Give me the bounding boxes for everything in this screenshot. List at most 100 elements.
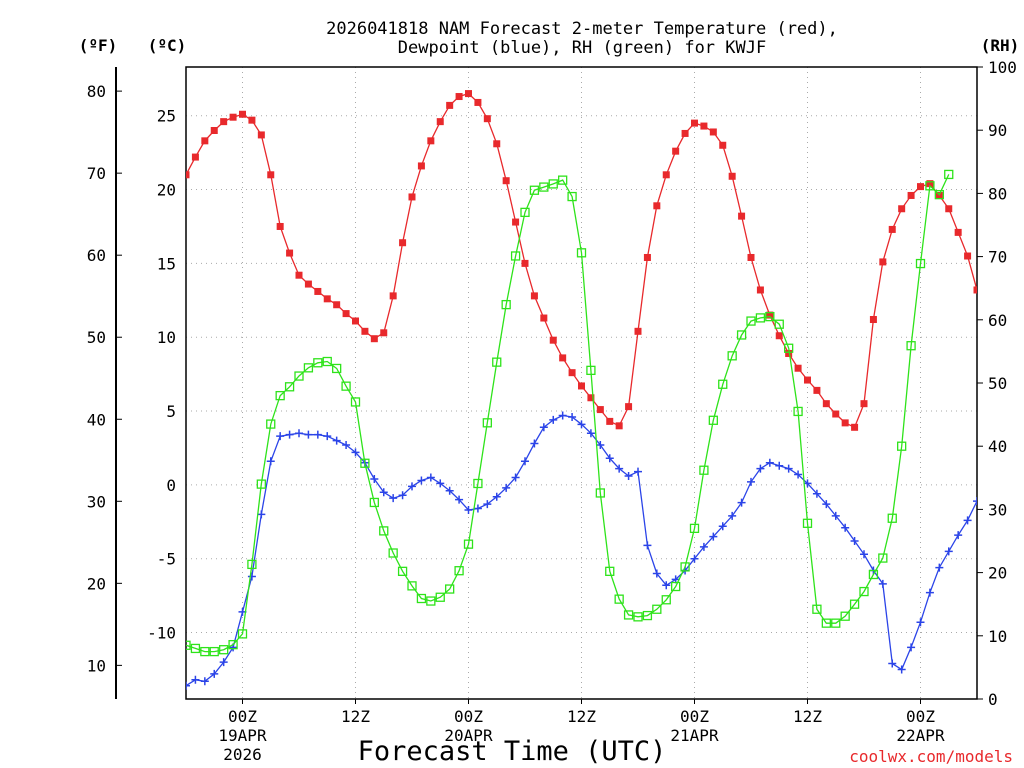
rh-point	[445, 584, 455, 594]
rh-point	[303, 363, 314, 373]
dewpoint-point	[784, 464, 793, 473]
rh-point	[463, 539, 474, 549]
dewpoint-point	[728, 511, 737, 520]
temperature-point	[304, 280, 312, 288]
fahrenheit-tick-label: 60	[87, 246, 106, 265]
rh-tick-label: 40	[988, 437, 1007, 456]
dewpoint-point	[398, 491, 407, 500]
dewpoint-point	[973, 497, 977, 506]
celsius-tick-label: -10	[147, 624, 176, 643]
temperature-point	[954, 228, 962, 236]
temperature-point	[191, 153, 199, 161]
temperature-point	[380, 329, 388, 337]
temperature-point	[568, 369, 576, 377]
dewpoint-point	[530, 439, 539, 448]
dewpoint-point	[549, 415, 558, 424]
temperature-point	[257, 131, 265, 139]
temperature-point	[361, 327, 369, 335]
temperature-point	[399, 239, 407, 247]
temperature-point	[964, 252, 972, 260]
rh-point	[407, 581, 417, 591]
rh-point	[878, 553, 888, 563]
dewpoint-point	[718, 522, 727, 531]
x-tick-label: 12Z	[341, 707, 370, 726]
dewpoint-point	[445, 486, 454, 495]
fahrenheit-tick-label: 40	[87, 410, 106, 429]
dewpoint-point	[794, 470, 803, 479]
fahrenheit-tick-label: 20	[87, 574, 106, 593]
temperature-point	[653, 202, 661, 210]
rh-point	[784, 343, 794, 353]
dewpoint-point	[521, 457, 529, 466]
rh-point	[812, 604, 822, 614]
rh-point	[755, 313, 766, 323]
rh-point	[689, 523, 700, 534]
temperature-point	[917, 183, 924, 191]
temperature-point	[851, 423, 859, 431]
temperature-point	[785, 349, 793, 357]
temperature-point	[822, 400, 830, 408]
rh-tick-label: 70	[988, 248, 1007, 267]
x-date-label: 19APR	[218, 726, 267, 745]
rh-point	[774, 319, 784, 329]
rh-point	[548, 179, 558, 189]
dewpoint-point	[276, 432, 285, 441]
rh-line	[186, 174, 950, 653]
dewpoint-point	[878, 579, 887, 588]
rh-point	[558, 175, 568, 185]
temperature-point	[314, 287, 322, 295]
temperature-point	[502, 177, 510, 185]
temperature-point	[417, 162, 425, 170]
temperature-point	[747, 253, 755, 261]
dewpoint-point	[247, 572, 256, 581]
temperature-point	[700, 122, 708, 130]
rh-point	[586, 365, 596, 376]
x-tick-label: 00Z	[454, 707, 483, 726]
x-date-label: 21APR	[670, 726, 719, 745]
rh-point	[595, 488, 605, 498]
chart-title-line1: 2026041818 NAM Forecast 2-meter Temperat…	[326, 19, 838, 39]
dewpoint-point	[662, 581, 671, 590]
data-series	[186, 90, 977, 690]
temperature-point	[813, 386, 821, 394]
temperature-point	[323, 295, 331, 303]
dewpoint-point	[954, 531, 963, 540]
rh-point	[520, 207, 530, 218]
dewpoint-point	[596, 441, 605, 450]
dewpoint-point	[351, 448, 360, 457]
dewpoint-point	[257, 510, 266, 519]
rh-point	[247, 559, 257, 570]
rh-point	[652, 604, 662, 614]
series-rh	[186, 169, 954, 657]
dewpoint-point	[370, 474, 379, 483]
rh-point	[284, 382, 295, 392]
dewpoint-point	[483, 500, 492, 509]
x-tick-label: 12Z	[793, 707, 822, 726]
dewpoint-point	[925, 588, 934, 597]
dewpoint-point	[935, 563, 944, 572]
rh-tick-label: 90	[988, 121, 1007, 140]
rh-point	[190, 643, 201, 654]
dewpoint-point	[295, 429, 303, 438]
temperature-point	[549, 336, 557, 344]
rh-point	[708, 415, 718, 425]
dewpoint-point	[511, 473, 520, 482]
rh-point	[256, 479, 266, 489]
series-temperature	[186, 90, 977, 431]
rh-point	[416, 593, 427, 604]
rh-point	[868, 569, 879, 580]
dewpoint-point	[266, 457, 275, 466]
x-axis-title: Forecast Time (UTC)	[358, 736, 667, 767]
rh-point	[671, 581, 681, 592]
rh-point	[887, 513, 897, 523]
temperature-point	[267, 171, 275, 179]
rh-tick-label: 100	[988, 58, 1017, 77]
rh-point	[388, 548, 398, 558]
temperature-point	[455, 93, 463, 101]
temperature-point	[220, 118, 228, 126]
rh-point	[633, 612, 643, 622]
rh-unit-label: (RH)	[981, 36, 1020, 55]
dewpoint-point	[652, 569, 661, 578]
rh-point	[699, 465, 709, 475]
rh-point	[313, 358, 323, 368]
